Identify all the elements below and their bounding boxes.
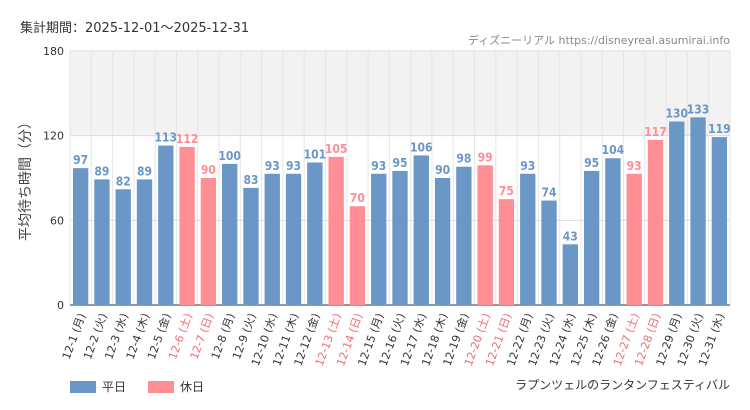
- chart-title: ラプンツェルのランタンフェスティバル: [515, 378, 730, 392]
- bar-1: [72, 168, 89, 305]
- bar-value-label: 117: [644, 125, 667, 139]
- bar-30: [690, 117, 706, 305]
- legend-item-holiday: 休日: [148, 378, 204, 395]
- bar-value-label: 83: [243, 173, 258, 187]
- bar-27: [626, 173, 642, 305]
- bar-16: [392, 170, 408, 305]
- bar-value-label: 89: [94, 164, 109, 178]
- bar-25: [583, 170, 600, 305]
- bar-17: [413, 155, 429, 305]
- chart-legend: 平日 休日: [70, 378, 204, 395]
- shaded-band: [70, 51, 730, 136]
- bar-4: [136, 179, 153, 305]
- bar-value-label: 89: [137, 164, 152, 178]
- bar-value-label: 90: [201, 163, 216, 177]
- y-tick-label: 180: [43, 45, 64, 58]
- bar-18: [434, 178, 451, 305]
- legend-swatch-weekday: [70, 380, 96, 393]
- legend-swatch-holiday: [148, 380, 175, 393]
- bar-15: [371, 173, 387, 305]
- bar-8: [222, 163, 238, 305]
- bar-value-label: 74: [542, 186, 558, 200]
- bar-value-label: 106: [410, 140, 433, 154]
- y-tick-label: 120: [43, 130, 64, 143]
- bar-value-label: 95: [584, 156, 599, 170]
- bar-value-label: 99: [478, 150, 493, 164]
- bar-26: [605, 158, 621, 305]
- legend-label-holiday: 休日: [180, 380, 205, 394]
- bar-value-label: 119: [708, 122, 731, 136]
- bar-value-label: 75: [499, 184, 514, 198]
- bar-23: [541, 200, 557, 305]
- bar-value-label: 101: [304, 147, 327, 161]
- site-credit: ディズニーリアル https://disneyreal.asumirai.inf…: [467, 34, 730, 47]
- bar-6: [179, 146, 195, 305]
- bar-value-label: 82: [116, 174, 131, 188]
- bar-5: [158, 145, 174, 305]
- bar-24: [562, 244, 578, 305]
- bar-value-label: 43: [563, 229, 578, 243]
- bar-value-label: 112: [176, 132, 199, 146]
- bar-29: [669, 121, 685, 305]
- bar-19: [456, 166, 472, 305]
- y-tick-label: 60: [50, 214, 64, 227]
- y-tick-label: 0: [57, 299, 64, 312]
- legend-label-weekday: 平日: [102, 380, 127, 394]
- bar-value-label: 93: [627, 159, 642, 173]
- bar-2: [94, 179, 110, 305]
- bar-13: [328, 156, 344, 305]
- bar-7: [200, 178, 217, 305]
- bar-value-label: 93: [520, 159, 535, 173]
- bar-value-label: 93: [286, 159, 301, 173]
- bar-value-label: 113: [155, 131, 178, 145]
- bar-11: [285, 173, 302, 305]
- legend-item-weekday: 平日: [70, 378, 126, 395]
- period-label: 集計期間：2025-12-01〜2025-12-31: [20, 21, 250, 36]
- bar-value-label: 97: [73, 153, 88, 167]
- bar-value-label: 90: [435, 163, 450, 177]
- bar-value-label: 93: [265, 159, 280, 173]
- bar-10: [264, 173, 280, 305]
- bar-value-label: 98: [456, 152, 471, 166]
- bar-value-label: 133: [687, 102, 710, 116]
- bar-value-label: 104: [602, 143, 625, 157]
- bar-14: [349, 206, 366, 305]
- bar-value-label: 105: [325, 142, 348, 156]
- bar-value-label: 70: [350, 191, 365, 205]
- y-axis-label: 平均待ち時間（分）: [18, 115, 34, 241]
- bar-value-label: 100: [218, 149, 241, 163]
- bar-28: [647, 139, 664, 305]
- bar-20: [477, 165, 493, 305]
- bar-31: [711, 137, 728, 305]
- bar-12: [307, 162, 323, 305]
- bar-value-label: 130: [666, 107, 689, 121]
- bar-22: [520, 173, 536, 305]
- bar-value-label: 93: [371, 159, 386, 173]
- bar-3: [115, 189, 131, 305]
- bar-9: [243, 187, 259, 305]
- bar-21: [498, 199, 515, 305]
- bar-value-label: 95: [392, 156, 407, 170]
